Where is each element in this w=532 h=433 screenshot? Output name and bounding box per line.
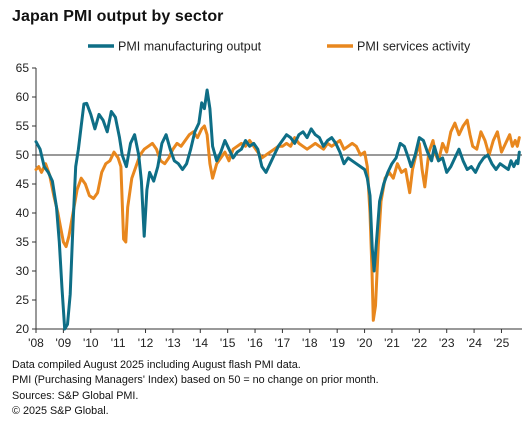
x-tick-label: '20 xyxy=(357,336,373,350)
chart-notes: Data compiled August 2025 including Augu… xyxy=(12,358,379,420)
x-tick-label: '21 xyxy=(384,336,400,350)
x-tick-label: '25 xyxy=(494,336,510,350)
x-tick-label: '17 xyxy=(275,336,291,350)
x-tick-label: '15 xyxy=(220,336,236,350)
y-tick-label: 60 xyxy=(16,90,30,104)
series-line-manufacturing xyxy=(34,88,521,331)
x-tick-label: '12 xyxy=(138,336,154,350)
x-tick-label: '22 xyxy=(412,336,428,350)
note-line: Data compiled August 2025 including Augu… xyxy=(12,359,301,371)
x-tick-label: '24 xyxy=(466,336,482,350)
x-tick-label: '18 xyxy=(302,336,318,350)
note-line: PMI (Purchasing Managers' Index) based o… xyxy=(12,374,379,387)
legend-label: PMI services activity xyxy=(357,40,471,54)
x-tick-label: '19 xyxy=(329,336,345,350)
x-tick-label: '16 xyxy=(247,336,263,350)
series-group xyxy=(34,88,521,331)
y-tick-label: 40 xyxy=(16,206,30,220)
chart-axes: 20 25 30 35 40 45 50 55 60 65 '08 '09 '10 '11 '12 '13 '1… xyxy=(16,61,522,350)
y-tick-label: 25 xyxy=(16,293,30,307)
note-line: © 2025 S&P Global. xyxy=(12,405,109,418)
y-tick-label: 45 xyxy=(16,177,30,191)
x-tick-label: '13 xyxy=(165,336,181,350)
y-tick-label: 50 xyxy=(16,148,30,162)
y-tick-label: 20 xyxy=(16,322,30,336)
x-tick-label: '08 xyxy=(28,336,44,350)
y-tick-label: 65 xyxy=(16,61,30,75)
x-tick-label: '23 xyxy=(439,336,455,350)
y-tick-label: 30 xyxy=(16,264,30,278)
x-tick-label: '10 xyxy=(83,336,99,350)
chart-legend: PMI manufacturing output PMI services act… xyxy=(88,40,471,54)
series-line-services xyxy=(34,118,521,322)
legend-label: PMI manufacturing output xyxy=(118,40,262,54)
x-tick-label: '14 xyxy=(192,336,208,350)
x-tick-label: '11 xyxy=(111,336,126,350)
y-tick-label: 55 xyxy=(16,119,30,133)
note-line: Sources: S&P Global PMI. xyxy=(12,389,139,402)
x-tick-label: '09 xyxy=(56,336,72,350)
y-tick-label: 35 xyxy=(16,235,30,249)
chart-title: Japan PMI output by sector xyxy=(12,8,224,25)
